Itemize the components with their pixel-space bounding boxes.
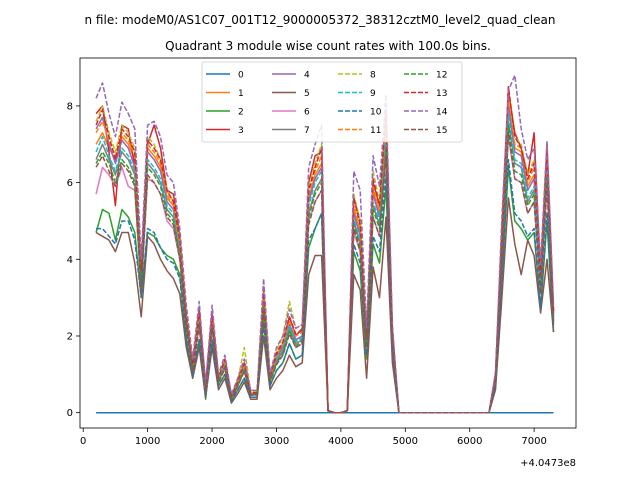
legend-box [201, 61, 463, 143]
y-tick-label: 6 [67, 178, 73, 189]
legend-label: 0 [238, 71, 244, 81]
legend-label: 6 [304, 108, 310, 118]
y-tick-label: 2 [67, 331, 73, 342]
x-tick-label: 5000 [393, 436, 418, 447]
x-tick-label: 4000 [328, 436, 353, 447]
legend-label: 3 [238, 126, 244, 136]
plot-area [95, 74, 555, 414]
legend-label: 10 [370, 108, 382, 118]
y-tick-label: 4 [67, 255, 73, 266]
legend-label: 5 [304, 89, 310, 99]
x-tick-label: 0 [80, 436, 86, 447]
legend-label: 7 [304, 126, 310, 136]
legend-label: 15 [436, 126, 447, 136]
x-tick-label: 7000 [521, 436, 546, 447]
series-line-15 [95, 132, 555, 414]
legend-label: 1 [238, 89, 244, 99]
y-tick-label: 0 [67, 408, 73, 419]
plot-frame [79, 57, 577, 429]
x-tick-label: 2000 [199, 436, 224, 447]
legend-label: 8 [370, 71, 376, 81]
x-tick-label: 6000 [457, 436, 482, 447]
x-axis: 0 1000 2000 3000 4000 5000 6000 7000 [80, 428, 547, 447]
legend-label: 2 [238, 108, 244, 118]
legend-label: 9 [370, 89, 376, 99]
legend-label: 11 [370, 126, 381, 136]
legend-label: 12 [436, 71, 447, 81]
series-layer [95, 74, 555, 414]
legend-label: 14 [436, 108, 448, 118]
suptitle: n file: modeM0/AS1C07_001T12_9000005372_… [85, 13, 556, 27]
series-line-12 [95, 124, 555, 414]
legend-label: 4 [304, 71, 310, 81]
chart-title: Quadrant 3 module wise count rates with … [165, 39, 491, 53]
x-tick-label: 1000 [135, 436, 160, 447]
x-tick-label: 3000 [264, 436, 289, 447]
y-axis: 0 2 4 6 8 [67, 101, 80, 419]
legend-label: 13 [436, 89, 447, 99]
y-tick-label: 8 [67, 101, 73, 112]
x-offset-label: +4.0473e8 [520, 458, 576, 469]
